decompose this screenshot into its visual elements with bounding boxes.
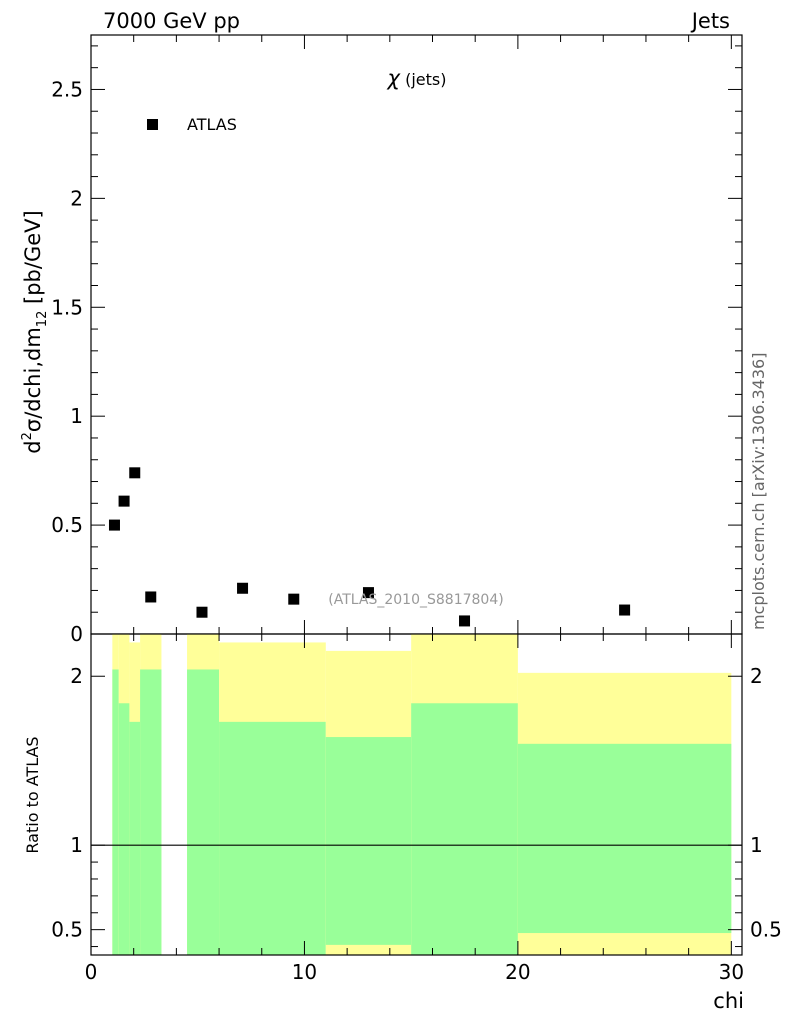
main-data-markers — [108, 467, 631, 627]
y-tick-label: 1.5 — [51, 295, 83, 319]
y-tick-label: 2 — [70, 186, 83, 210]
green-band — [517, 743, 732, 934]
green-band — [129, 721, 141, 955]
green-band — [411, 703, 518, 955]
header-right: Jets — [690, 9, 730, 33]
green-band — [325, 737, 412, 945]
data-point — [459, 615, 471, 627]
main-panel: 0 0.5 1 1.5 2 2.5 χ (jets) ATLAS (ATLAS_2010_… — [20, 34, 743, 646]
x-tick-label: 20 — [505, 960, 530, 984]
main-title: χ (jets) — [387, 66, 447, 90]
x-tick-label: 30 — [719, 960, 744, 984]
main-title-rest: (jets) — [400, 70, 446, 89]
ratio-y-axis-label: Ratio to ATLAS — [23, 736, 42, 853]
ratio-y-tick-label-right: 2 — [750, 664, 763, 688]
data-point — [196, 606, 208, 618]
legend-label: ATLAS — [187, 115, 237, 134]
data-point — [145, 591, 157, 603]
ratio-plot-frame — [90, 633, 743, 956]
green-band — [118, 703, 130, 955]
x-tick-label: 10 — [292, 960, 317, 984]
header-left: 7000 GeV pp — [103, 9, 240, 33]
chi-symbol: χ — [387, 66, 402, 90]
ratio-y-tick-label: 0.5 — [51, 918, 83, 942]
y-tick-label: 2.5 — [51, 77, 83, 101]
data-point — [108, 519, 120, 531]
data-point — [237, 582, 249, 594]
y-tick-label: 0 — [70, 622, 83, 646]
ratio-y-tick-label: 1 — [70, 833, 83, 857]
data-point — [619, 604, 631, 616]
main-annotation: (ATLAS_2010_S8817804) — [328, 592, 503, 608]
ratio-uncertainty-bands — [112, 634, 732, 955]
green-band — [187, 669, 220, 955]
x-axis-label: chi — [713, 989, 744, 1013]
data-point — [129, 467, 141, 479]
ratio-panel: 0.5 0.51 12 20 10 20 30 Ratio to ATLAS chi — [23, 633, 782, 1013]
side-label: mcplots.cern.ch [arXiv:1306.3436] — [749, 353, 768, 630]
ratio-y-tick-label-right: 1 — [750, 833, 763, 857]
ratio-axis-ticks: 0.5 0.51 12 20 10 20 30 — [51, 634, 782, 984]
data-point — [288, 593, 300, 605]
green-band — [219, 721, 326, 955]
legend-marker — [147, 119, 158, 130]
ratio-y-tick-label-right: 0.5 — [750, 918, 782, 942]
green-band — [140, 669, 162, 955]
data-point — [362, 587, 374, 599]
y-tick-label: 1 — [70, 404, 83, 428]
y-tick-label: 0.5 — [51, 513, 83, 537]
data-point — [118, 495, 130, 507]
x-tick-label: 0 — [85, 960, 98, 984]
ratio-y-tick-label: 2 — [70, 664, 83, 688]
main-y-axis-label: d2σ/dchi,dm12 [pb/GeV] — [20, 210, 50, 453]
green-band — [112, 669, 119, 955]
